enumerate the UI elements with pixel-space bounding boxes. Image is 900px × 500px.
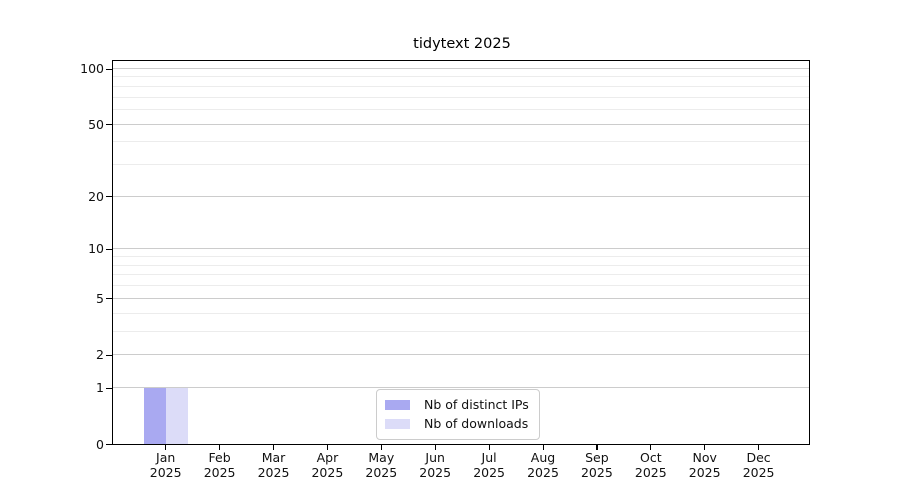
gridline-major <box>113 195 809 197</box>
x-tick-label: Jan 2025 <box>149 450 182 480</box>
x-tick-mark <box>219 445 221 450</box>
x-tick-label: Oct 2025 <box>634 450 667 480</box>
y-tick-mark <box>106 196 112 198</box>
gridline-minor <box>113 285 809 287</box>
x-tick-mark <box>704 445 706 450</box>
x-tick-mark <box>380 445 382 450</box>
y-tick-mark <box>106 248 112 251</box>
y-tick-mark <box>106 387 112 389</box>
chart-title: tidytext 2025 <box>413 36 511 52</box>
gridline-major <box>113 354 809 356</box>
x-tick-mark <box>650 445 652 450</box>
y-tick-label: 50 <box>88 116 104 132</box>
bar-nb-of-distinct-ips <box>143 387 166 444</box>
legend-entry: Nb of distinct IPs <box>385 395 529 414</box>
gridline-minor <box>113 109 809 111</box>
x-tick-label: Feb 2025 <box>203 450 236 480</box>
y-tick-mark <box>106 444 112 446</box>
gridline-minor <box>113 274 809 276</box>
y-tick-label: 2 <box>96 347 104 363</box>
legend-label: Nb of distinct IPs <box>424 397 529 412</box>
y-tick-label: 0 <box>96 436 104 452</box>
x-tick-mark <box>542 445 544 450</box>
x-tick-mark <box>273 445 275 450</box>
gridline-minor <box>113 256 809 258</box>
gridline-minor <box>113 76 809 78</box>
legend-label: Nb of downloads <box>424 416 529 431</box>
y-tick-label: 1 <box>96 380 104 396</box>
gridline-major <box>113 387 809 389</box>
gridline-minor <box>113 164 809 166</box>
plot-area <box>112 60 810 445</box>
gridline-minor <box>113 96 809 98</box>
x-tick-label: Sep 2025 <box>580 450 613 480</box>
x-tick-label: Jul 2025 <box>473 450 505 480</box>
x-tick-mark <box>758 445 760 450</box>
x-tick-mark <box>488 445 490 450</box>
x-tick-label: May 2025 <box>365 450 398 480</box>
legend: Nb of distinct IPs Nb of downloads <box>376 389 540 440</box>
gridline-major <box>113 297 809 299</box>
x-tick-label: Aug 2025 <box>527 450 559 480</box>
legend-swatch <box>385 418 410 429</box>
gridline-minor <box>113 141 809 143</box>
y-tick-mark <box>106 298 112 300</box>
y-tick-mark <box>106 124 112 126</box>
gridline-minor <box>113 85 809 87</box>
x-tick-mark <box>434 445 436 450</box>
x-tick-label: Apr 2025 <box>311 450 344 480</box>
y-tick-label: 100 <box>80 61 104 76</box>
bar-nb-of-downloads <box>165 387 188 444</box>
bars-layer <box>113 61 809 444</box>
gridline-major <box>113 68 809 69</box>
gridline-minor <box>113 264 809 266</box>
x-tick-label: Dec 2025 <box>742 450 775 480</box>
gridline-major <box>113 248 809 250</box>
y-tick-label: 10 <box>88 241 104 257</box>
y-tick-label: 20 <box>88 188 104 204</box>
gridline-minor <box>113 312 809 314</box>
x-tick-label: Mar 2025 <box>257 450 290 480</box>
x-tick-label: Nov 2025 <box>688 450 721 480</box>
x-tick-mark <box>165 445 167 450</box>
y-tick-mark <box>106 354 112 356</box>
x-tick-mark <box>326 445 329 450</box>
gridline-major <box>113 123 809 125</box>
gridlines-layer <box>113 61 809 444</box>
x-tick-label: Jun 2025 <box>419 450 452 480</box>
gridline-minor <box>113 330 809 332</box>
y-tick-label: 5 <box>96 290 104 306</box>
y-tick-mark <box>106 68 112 70</box>
x-tick-mark <box>596 445 598 450</box>
legend-entry: Nb of downloads <box>385 414 529 433</box>
legend-swatch <box>385 399 410 410</box>
